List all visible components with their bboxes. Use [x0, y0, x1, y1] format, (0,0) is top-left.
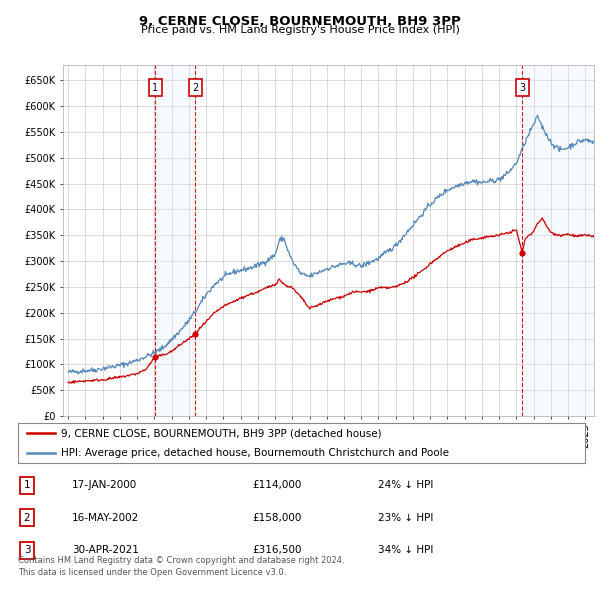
Text: 1: 1 [23, 480, 31, 490]
Text: 23% ↓ HPI: 23% ↓ HPI [378, 513, 433, 523]
Bar [155, 65, 195, 416]
Bar [522, 65, 594, 416]
Text: 30-APR-2021: 30-APR-2021 [72, 545, 139, 555]
Text: 17-JAN-2000: 17-JAN-2000 [72, 480, 137, 490]
Text: 24% ↓ HPI: 24% ↓ HPI [378, 480, 433, 490]
Text: 2: 2 [192, 83, 199, 93]
Text: 9, CERNE CLOSE, BOURNEMOUTH, BH9 3PP: 9, CERNE CLOSE, BOURNEMOUTH, BH9 3PP [139, 15, 461, 28]
Text: Price paid vs. HM Land Registry's House Price Index (HPI): Price paid vs. HM Land Registry's House … [140, 25, 460, 35]
Text: 34% ↓ HPI: 34% ↓ HPI [378, 545, 433, 555]
Text: HPI: Average price, detached house, Bournemouth Christchurch and Poole: HPI: Average price, detached house, Bour… [61, 448, 449, 458]
Text: £316,500: £316,500 [252, 545, 302, 555]
Text: Contains HM Land Registry data © Crown copyright and database right 2024.
This d: Contains HM Land Registry data © Crown c… [18, 556, 344, 577]
Text: 16-MAY-2002: 16-MAY-2002 [72, 513, 139, 523]
Text: £158,000: £158,000 [252, 513, 301, 523]
Text: 1: 1 [152, 83, 158, 93]
Text: £114,000: £114,000 [252, 480, 301, 490]
Text: 9, CERNE CLOSE, BOURNEMOUTH, BH9 3PP (detached house): 9, CERNE CLOSE, BOURNEMOUTH, BH9 3PP (de… [61, 428, 381, 438]
Text: 2: 2 [23, 513, 31, 523]
Text: 3: 3 [23, 545, 31, 555]
Text: 3: 3 [519, 83, 525, 93]
